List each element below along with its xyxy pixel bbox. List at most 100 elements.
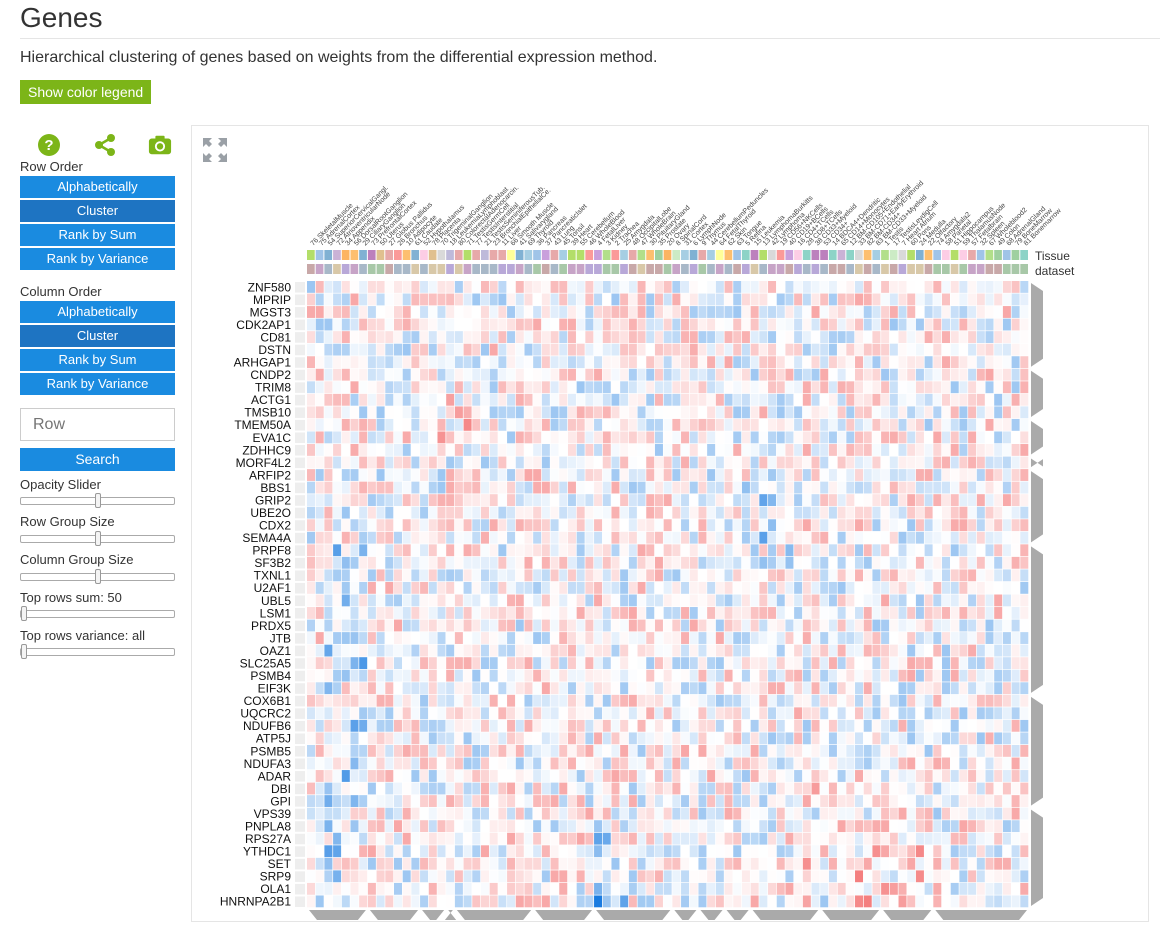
heatmap-cell[interactable] — [959, 343, 968, 356]
heatmap-cell[interactable] — [933, 644, 942, 657]
heatmap-cell[interactable] — [672, 644, 681, 657]
heatmap-cell[interactable] — [872, 782, 881, 795]
heatmap-cell[interactable] — [350, 744, 359, 757]
heatmap-cell[interactable] — [985, 882, 994, 895]
heatmap-cell[interactable] — [785, 531, 794, 544]
heatmap-cell[interactable] — [541, 506, 550, 519]
heatmap-cell[interactable] — [611, 431, 620, 444]
heatmap-cell[interactable] — [446, 882, 455, 895]
heatmap-cell[interactable] — [341, 594, 350, 607]
row-order-cluster-button[interactable]: Cluster — [20, 200, 175, 222]
heatmap-cell[interactable] — [768, 456, 777, 469]
heatmap-cell[interactable] — [872, 368, 881, 381]
heatmap-cell[interactable] — [698, 456, 707, 469]
heatmap-cell[interactable] — [1002, 494, 1011, 507]
heatmap-cell[interactable] — [602, 494, 611, 507]
heatmap-cell[interactable] — [437, 293, 446, 306]
heatmap-cell[interactable] — [846, 481, 855, 494]
heatmap-cell[interactable] — [446, 644, 455, 657]
tissue-category-cell[interactable] — [594, 250, 602, 260]
heatmap-cell[interactable] — [515, 657, 524, 670]
heatmap-cell[interactable] — [628, 456, 637, 469]
heatmap-cell[interactable] — [968, 569, 977, 582]
heatmap-cell[interactable] — [924, 431, 933, 444]
heatmap-cell[interactable] — [411, 456, 420, 469]
dataset-category-cell[interactable] — [498, 264, 507, 274]
heatmap-cell[interactable] — [359, 870, 368, 883]
heatmap-cell[interactable] — [567, 657, 576, 670]
heatmap-cell[interactable] — [567, 682, 576, 695]
heatmap-cell[interactable] — [672, 782, 681, 795]
heatmap-cell[interactable] — [498, 694, 507, 707]
heatmap-cell[interactable] — [524, 795, 533, 807]
heatmap-cell[interactable] — [376, 682, 385, 695]
heatmap-cell[interactable] — [507, 820, 516, 833]
heatmap-cell[interactable] — [594, 293, 603, 306]
heatmap-cell[interactable] — [324, 531, 333, 544]
heatmap-cell[interactable] — [828, 569, 837, 582]
heatmap-cell[interactable] — [367, 356, 376, 369]
heatmap-cell[interactable] — [576, 556, 585, 569]
row-label[interactable]: PSMB4 — [250, 669, 291, 683]
heatmap-cell[interactable] — [933, 293, 942, 306]
heatmap-cell[interactable] — [855, 632, 864, 644]
heatmap-cell[interactable] — [750, 281, 759, 293]
heatmap-cell[interactable] — [863, 431, 872, 444]
tissue-category-cell[interactable] — [637, 250, 646, 260]
heatmap-cell[interactable] — [341, 406, 350, 419]
heatmap-cell[interactable] — [759, 406, 768, 419]
heatmap-cell[interactable] — [828, 807, 837, 820]
heatmap-cell[interactable] — [472, 857, 481, 870]
heatmap-cell[interactable] — [898, 293, 907, 306]
tissue-category-cell[interactable] — [741, 250, 750, 260]
heatmap-cell[interactable] — [802, 381, 811, 394]
heatmap-cell[interactable] — [385, 757, 394, 770]
heatmap-cell[interactable] — [768, 406, 777, 419]
heatmap-cell[interactable] — [315, 845, 324, 858]
heatmap-cell[interactable] — [820, 607, 829, 619]
heatmap-cell[interactable] — [707, 757, 716, 770]
heatmap-cell[interactable] — [333, 544, 342, 557]
heatmap-cell[interactable] — [437, 519, 446, 532]
heatmap-cell[interactable] — [924, 895, 933, 908]
heatmap-cell[interactable] — [733, 393, 742, 406]
heatmap-cell[interactable] — [907, 406, 916, 419]
heatmap-cell[interactable] — [341, 607, 350, 619]
heatmap-cell[interactable] — [924, 581, 933, 594]
heatmap-cell[interactable] — [393, 607, 402, 619]
heatmap-cell[interactable] — [428, 469, 437, 481]
heatmap-cell[interactable] — [550, 444, 559, 456]
heatmap-cell[interactable] — [541, 895, 550, 908]
heatmap-cell[interactable] — [376, 845, 385, 858]
heatmap-cell[interactable] — [976, 293, 985, 306]
heatmap-cell[interactable] — [480, 770, 489, 782]
heatmap-cell[interactable] — [620, 744, 629, 757]
heatmap-cell[interactable] — [489, 356, 498, 369]
heatmap-cell[interactable] — [872, 757, 881, 770]
heatmap-cell[interactable] — [976, 381, 985, 394]
heatmap-cell[interactable] — [515, 444, 524, 456]
heatmap-cell[interactable] — [828, 381, 837, 394]
heatmap-cell[interactable] — [968, 331, 977, 343]
heatmap-cell[interactable] — [463, 594, 472, 607]
heatmap-cell[interactable] — [367, 795, 376, 807]
heatmap-cell[interactable] — [689, 719, 698, 732]
heatmap-cell[interactable] — [855, 281, 864, 293]
heatmap-cell[interactable] — [480, 895, 489, 908]
heatmap-cell[interactable] — [733, 506, 742, 519]
heatmap-cell[interactable] — [420, 343, 429, 356]
heatmap-cell[interactable] — [846, 707, 855, 720]
heatmap-cell[interactable] — [846, 494, 855, 507]
heatmap-cell[interactable] — [994, 632, 1003, 644]
heatmap-cell[interactable] — [385, 694, 394, 707]
heatmap-cell[interactable] — [489, 770, 498, 782]
heatmap-cell[interactable] — [855, 494, 864, 507]
heatmap-cell[interactable] — [446, 531, 455, 544]
heatmap-cell[interactable] — [1011, 619, 1020, 632]
heatmap-cell[interactable] — [420, 544, 429, 557]
heatmap-cell[interactable] — [689, 669, 698, 682]
heatmap-cell[interactable] — [672, 820, 681, 833]
heatmap-cell[interactable] — [498, 431, 507, 444]
heatmap-cell[interactable] — [681, 281, 690, 293]
row-label[interactable]: HNRNPA2B1 — [220, 895, 291, 909]
